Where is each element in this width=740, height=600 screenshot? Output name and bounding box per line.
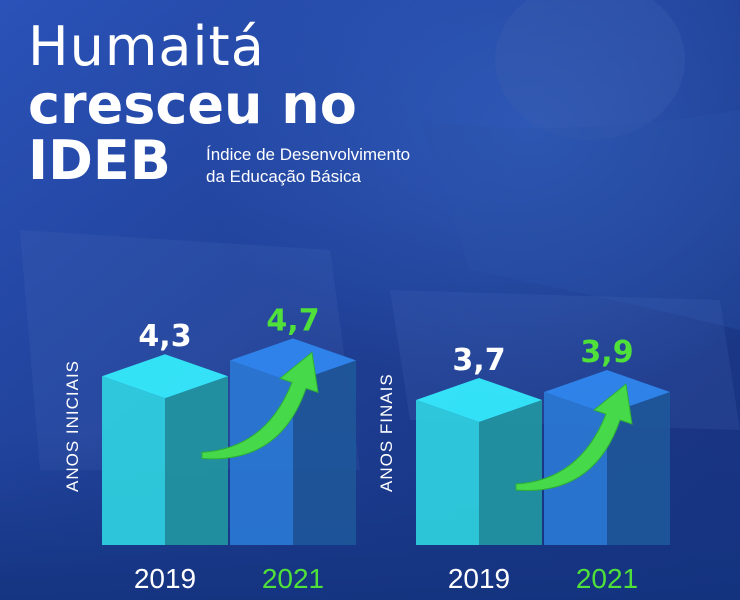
bar-side-2021 xyxy=(607,392,670,545)
title-line-1: Humaitá xyxy=(28,15,265,78)
value-label-2019: 4,3 xyxy=(138,319,191,354)
bar-side-2019 xyxy=(479,399,542,545)
category-label-2019: 2019 xyxy=(448,563,510,594)
growth-arrow-icon xyxy=(515,383,633,491)
bar-top-2021 xyxy=(544,370,670,415)
chart-group-1: ANOS INICIAIS 4,3 2019 4,7 2021 xyxy=(63,303,356,594)
subtitle-line-2: da Educação Básica xyxy=(206,167,361,186)
bar-2019 xyxy=(102,376,165,545)
subtitle-line-1: Índice de Desenvolvimento xyxy=(206,145,411,164)
subtitle: Índice de Desenvolvimento da Educação Bá… xyxy=(206,144,410,188)
bar-2021 xyxy=(230,360,293,545)
bar-2019 xyxy=(416,399,479,545)
category-label-2021: 2021 xyxy=(262,563,324,594)
value-label-2021: 3,9 xyxy=(580,335,633,370)
bar-top-2021 xyxy=(230,338,356,383)
category-label-2021: 2021 xyxy=(576,563,638,594)
growth-arrow-icon xyxy=(201,351,319,460)
value-label-2021: 4,7 xyxy=(266,303,319,338)
y-axis-label: ANOS FINAIS xyxy=(377,373,396,492)
bar-top-2019 xyxy=(102,354,228,399)
category-label-2019: 2019 xyxy=(134,563,196,594)
value-label-2019: 3,7 xyxy=(452,343,505,378)
bar-side-2021 xyxy=(293,360,356,545)
title-line-3: IDEB xyxy=(28,129,171,192)
y-axis-label: ANOS INICIAIS xyxy=(63,360,82,492)
bar-top-2019 xyxy=(416,377,542,422)
chart-group-2: ANOS FINAIS 3,7 2019 3,9 2021 xyxy=(377,335,670,594)
title-line-2: cresceu no xyxy=(28,73,357,136)
bar-side-2019 xyxy=(165,376,228,545)
